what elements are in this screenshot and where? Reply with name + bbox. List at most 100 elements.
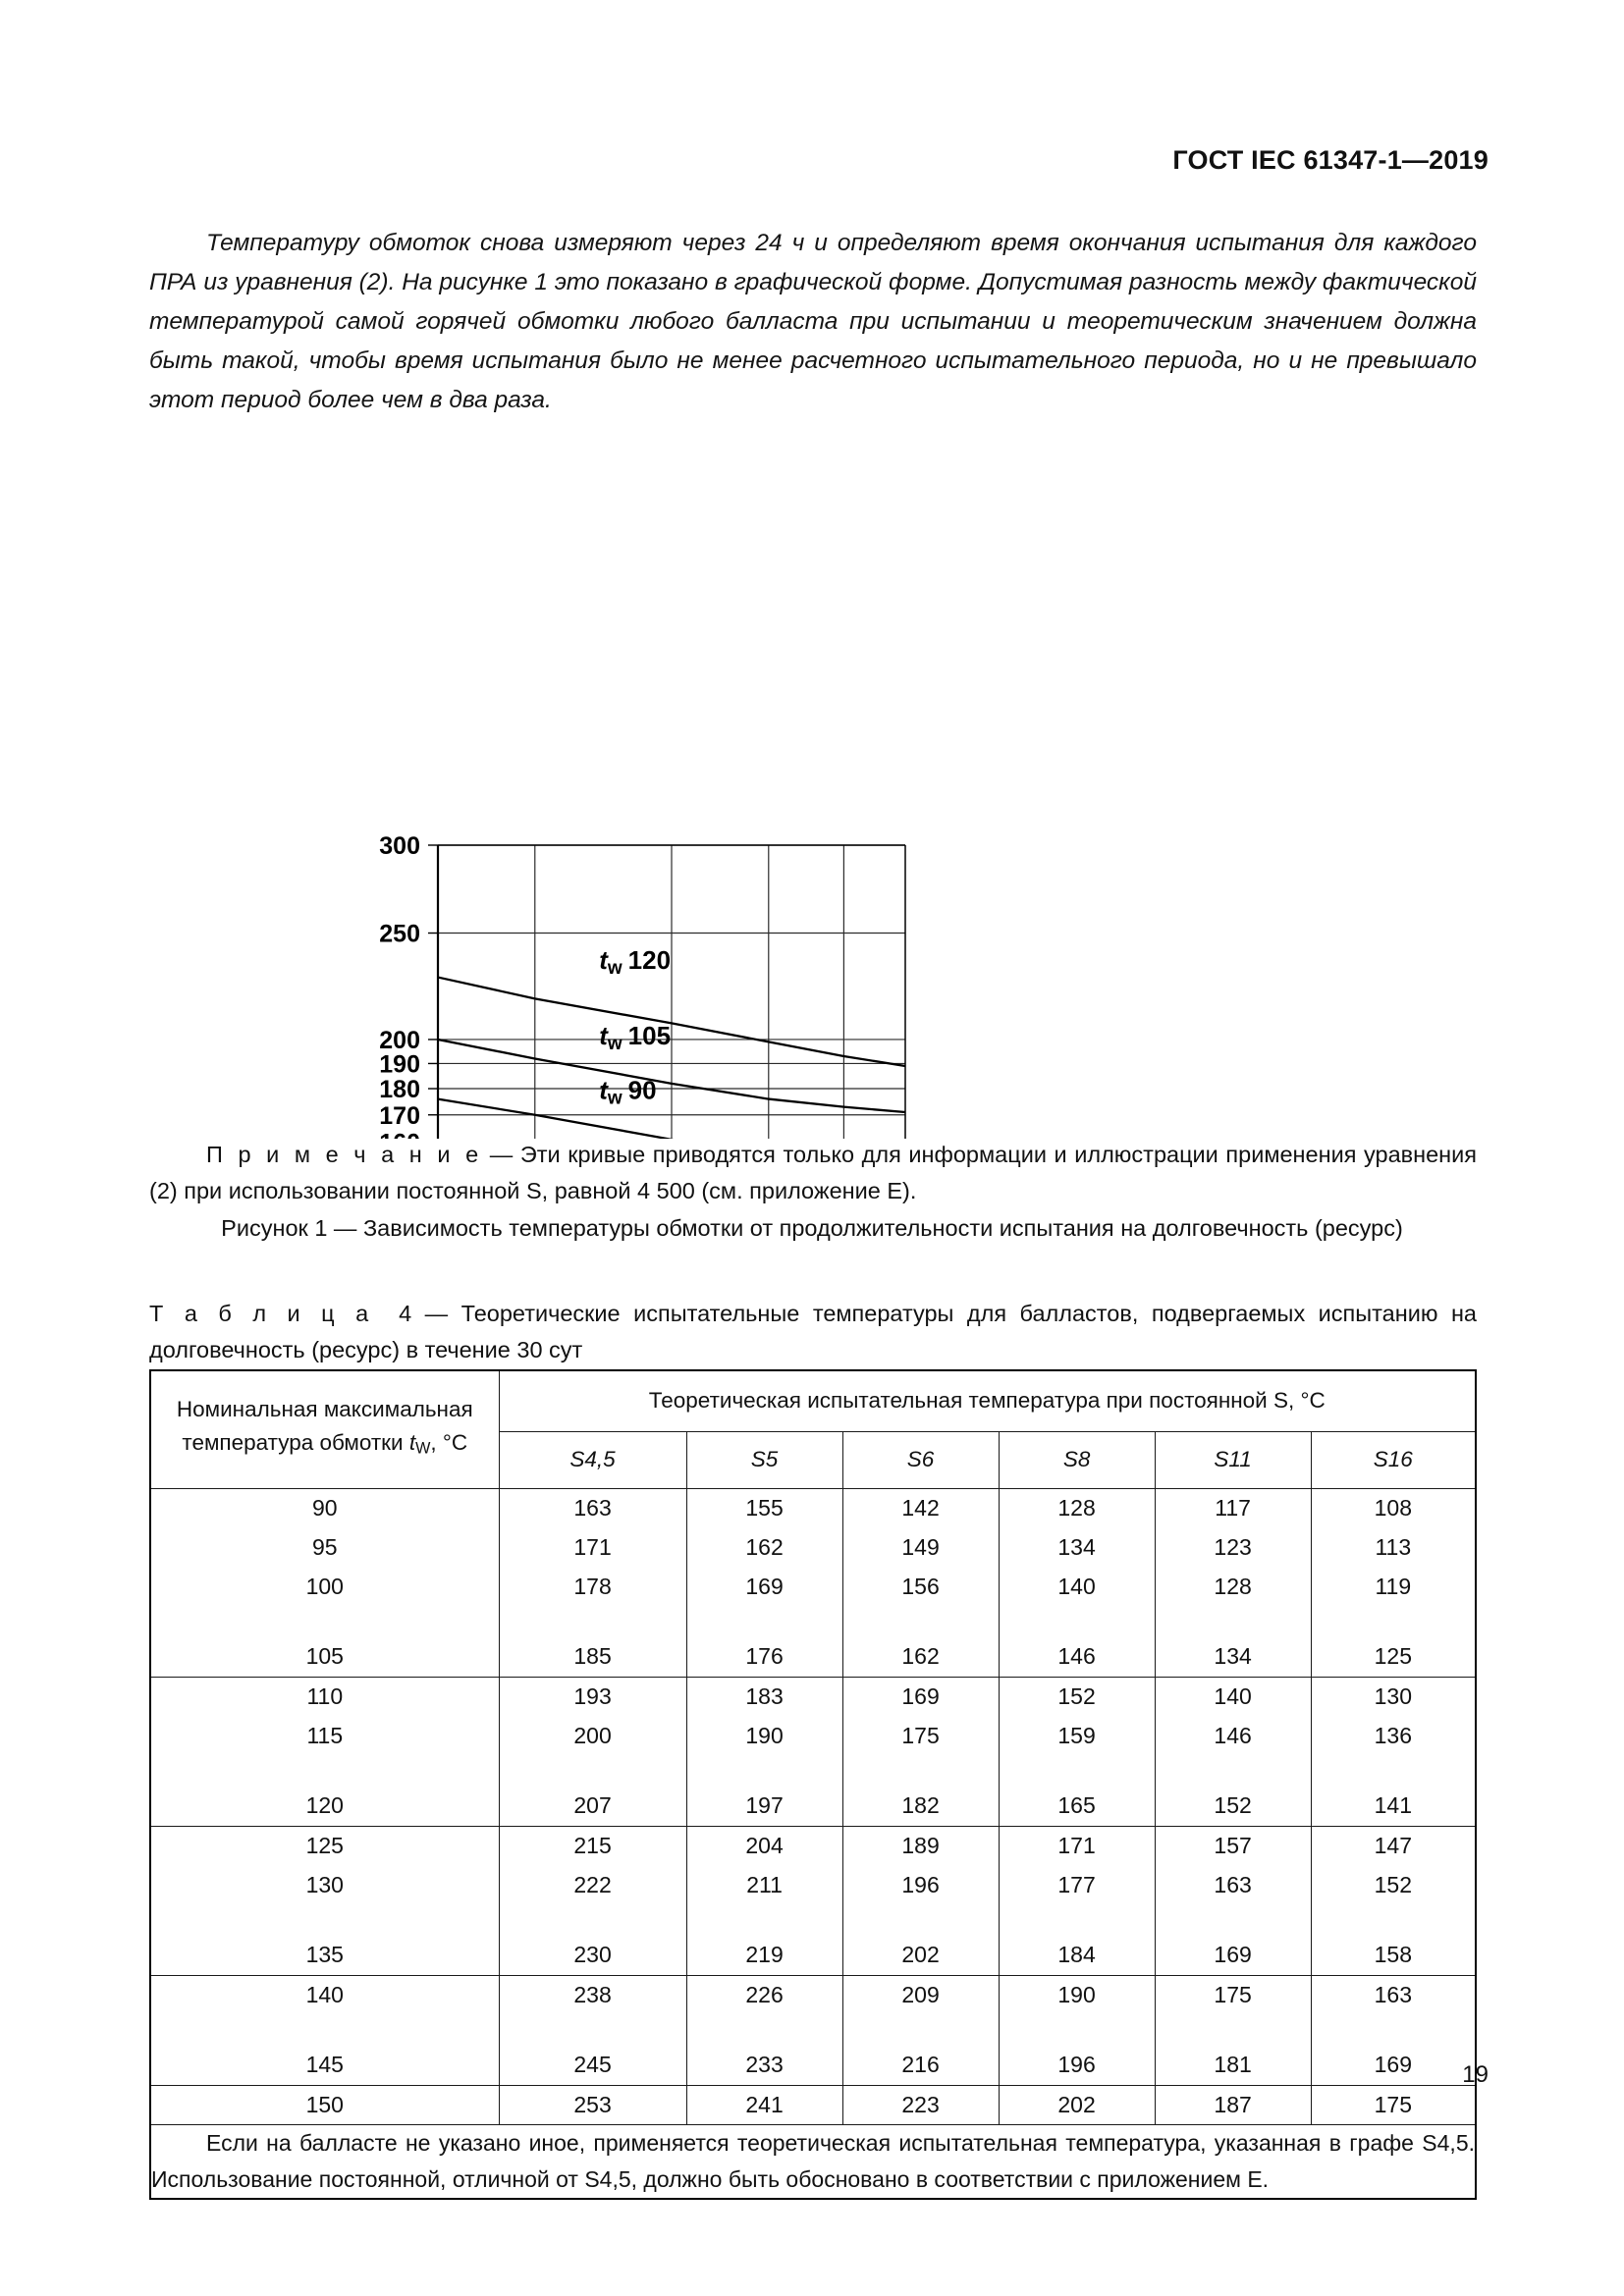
table-cell-value: 189 — [841, 1826, 1000, 1865]
table-spacer-cell — [149, 1904, 500, 1936]
series-label-subscript: w — [607, 958, 623, 979]
chart-series-tw-90 — [437, 1097, 675, 1139]
table-row: 145 245 233 216 196 181 169 — [149, 2046, 1477, 2086]
table-title-label: Т а б л и ц а — [149, 1301, 373, 1326]
table-cell-value: 162 — [841, 1637, 1000, 1678]
table-spacer-cell — [498, 1904, 687, 1936]
series-label-value: 90 — [628, 1076, 657, 1105]
table-cell-value: 175 — [1310, 2085, 1477, 2124]
table-cell-value: 183 — [685, 1677, 843, 1716]
chart-ytick-label-180: 180 — [379, 1076, 420, 1103]
table-cell-value: 245 — [498, 2046, 687, 2086]
table-cell-tw: 135 — [149, 1936, 500, 1976]
table-cell-value: 146 — [1154, 1716, 1312, 1755]
table-cell-tw: 100 — [149, 1567, 500, 1606]
table-cell-value: 152 — [998, 1677, 1156, 1716]
header-col1-sub: W — [415, 1440, 431, 1459]
table-spacer-cell — [841, 1606, 1000, 1637]
table-cell-tw: 105 — [149, 1637, 500, 1678]
table-cell-value: 128 — [998, 1487, 1156, 1527]
figure-note-label: П р и м е ч а н и е — [206, 1142, 483, 1167]
table-subheader-2: S6 — [841, 1430, 1000, 1489]
table-group-spacer — [149, 1904, 1477, 1936]
table-subheader-1: S5 — [685, 1430, 843, 1489]
table-row: 140 238 226 209 190 175 163 — [149, 1975, 1477, 2014]
table-cell-value: 152 — [1310, 1865, 1477, 1904]
table-header-row-2: S4,5 S5 S6 S8 S11 S16 — [150, 1430, 1477, 1489]
table-cell-value: 238 — [498, 1975, 687, 2014]
table-cell-value: 190 — [998, 1975, 1156, 2014]
chart-series-tw-120 — [437, 976, 906, 1068]
series-label-value: 120 — [628, 945, 671, 975]
table-body: 90 163 155 142 128 117 108 95 171 162 149 134 123 113… — [149, 1487, 1477, 2124]
table-4-title: Т а б л и ц а 4 — Теоретические испытате… — [149, 1296, 1477, 1368]
header-col1-line2-pre: температура обмотки — [182, 1430, 409, 1456]
chart-series-label-tw-120: tw 120 — [599, 945, 671, 979]
table-cell-tw: 95 — [149, 1527, 500, 1567]
table-cell-value: 163 — [1310, 1975, 1477, 2014]
table-cell-value: 141 — [1310, 1787, 1477, 1827]
chart-plot-area: 100150160170180190200250300152030405060t… — [379, 832, 906, 1139]
table-spacer-cell — [685, 1606, 843, 1637]
table-row: 150 253 241 223 202 187 175 — [149, 2085, 1477, 2124]
table-cell-value: 175 — [841, 1716, 1000, 1755]
table-cell-value: 152 — [1154, 1787, 1312, 1827]
table-cell-value: 155 — [685, 1487, 843, 1527]
chart-series-tw-105 — [437, 1038, 906, 1114]
table-cell-value: 219 — [685, 1936, 843, 1976]
table-cell-tw: 110 — [149, 1677, 500, 1716]
table-cell-value: 140 — [998, 1567, 1156, 1606]
table-spacer-cell — [498, 1755, 687, 1787]
table-cell-value: 196 — [998, 2046, 1156, 2086]
table-cell-value: 171 — [498, 1527, 687, 1567]
table-subheader-3: S8 — [998, 1430, 1156, 1489]
table-group-spacer — [149, 1755, 1477, 1787]
table-title-text: — Теоретические испытательные температур… — [149, 1301, 1477, 1362]
table-spacer-cell — [149, 1755, 500, 1787]
table-cell-tw: 145 — [149, 2046, 500, 2086]
table-cell-tw: 115 — [149, 1716, 500, 1755]
table-cell-value: 253 — [498, 2085, 687, 2124]
table-cell-value: 211 — [685, 1865, 843, 1904]
table-cell-value: 149 — [841, 1527, 1000, 1567]
table-spacer-cell — [998, 1606, 1156, 1637]
figure-1-chart: Температура обработки, °C 10015016017018… — [0, 412, 1624, 1139]
table-row: 100 178 169 156 140 128 119 — [149, 1567, 1477, 1606]
figure-caption: Рисунок 1 — Зависимость температуры обмо… — [221, 1215, 1403, 1241]
table-cell-value: 185 — [498, 1637, 687, 1678]
table-row: 125 215 204 189 171 157 147 — [149, 1826, 1477, 1865]
table-head: Номинальная максимальная температура обм… — [149, 1369, 1477, 1489]
page-number: 19 — [1462, 2061, 1489, 2088]
series-label-subscript: w — [607, 1034, 623, 1054]
table-subheader-4: S11 — [1154, 1430, 1312, 1489]
table-cell-value: 207 — [498, 1787, 687, 1827]
table-header-row-1: Номинальная максимальная температура обм… — [149, 1369, 1477, 1489]
chart-ytick-label-300: 300 — [379, 832, 420, 860]
table-spacer-cell — [1154, 1755, 1312, 1787]
table-subheader-5: S16 — [1310, 1430, 1477, 1489]
table-row: 110 193 183 169 152 140 130 — [149, 1677, 1477, 1716]
table-cell-value: 123 — [1154, 1527, 1312, 1567]
chart-ytick-label-200: 200 — [379, 1027, 420, 1054]
chart-series-label-tw-90: tw 90 — [599, 1076, 656, 1109]
table-cell-value: 178 — [498, 1567, 687, 1606]
table-cell-value: 125 — [1310, 1637, 1477, 1678]
table-spacer-cell — [841, 1755, 1000, 1787]
table-header-span-label: Теоретическая испытательная температура … — [498, 1369, 1477, 1432]
table-row: 120 207 197 182 165 152 141 — [149, 1787, 1477, 1827]
table-row: 95 171 162 149 134 123 113 — [149, 1527, 1477, 1567]
chart-ytick-label-250: 250 — [379, 921, 420, 948]
table-cell-value: 156 — [841, 1567, 1000, 1606]
table-cell-value: 223 — [841, 2085, 1000, 2124]
table-cell-value: 136 — [1310, 1716, 1477, 1755]
table-spacer-cell — [998, 1755, 1156, 1787]
table-cell-value: 209 — [841, 1975, 1000, 2014]
table-cell-value: 159 — [998, 1716, 1156, 1755]
table-cell-tw: 150 — [149, 2085, 500, 2124]
table-spacer-cell — [498, 2014, 687, 2046]
table-spacer-cell — [1310, 1606, 1477, 1637]
table-footnote: Если на балласте не указано иное, примен… — [149, 2123, 1477, 2199]
figure-note: П р и м е ч а н и е — Эти кривые приводя… — [149, 1137, 1477, 1209]
table-cell-tw: 140 — [149, 1975, 500, 2014]
table-cell-value: 233 — [685, 2046, 843, 2086]
